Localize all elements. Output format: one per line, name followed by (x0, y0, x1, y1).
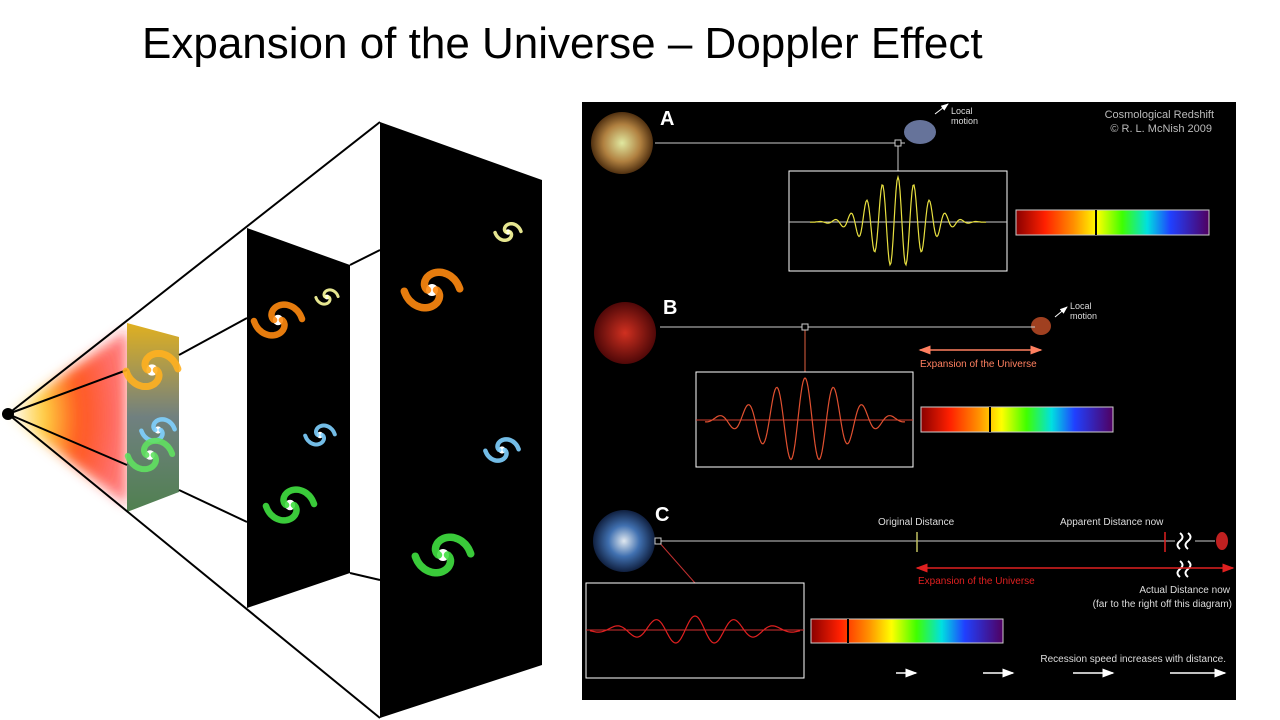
footer-note: Recession speed increases with distance. (1040, 654, 1226, 665)
apparent-distance: Apparent Distance now (1060, 517, 1164, 528)
local-motion: Local motion (1070, 301, 1098, 321)
galaxy (314, 288, 340, 306)
galaxy (250, 301, 306, 339)
panel-label: A (660, 108, 675, 130)
original-distance: Original Distance (878, 517, 955, 528)
wave (704, 377, 906, 461)
redshift-diagram (585, 103, 1235, 679)
galaxy (122, 349, 182, 391)
cone-diagram (2, 121, 542, 719)
local-motion: Local motion (951, 106, 979, 126)
galaxy (124, 437, 176, 473)
credit: © R. L. McNish 2009 (1110, 123, 1212, 135)
galaxy (411, 533, 475, 577)
galaxy (303, 423, 337, 447)
expansion-label: Expansion of the Universe (920, 359, 1037, 370)
credit-title: Cosmological Redshift (1104, 109, 1214, 121)
expansion-label: Expansion of the Universe (918, 576, 1035, 587)
panel-label: B (663, 297, 678, 319)
actual-distance: Actual Distance now (1139, 585, 1230, 596)
galaxy (493, 221, 523, 243)
galaxy (262, 486, 318, 524)
redshift-panel (582, 102, 1236, 700)
slide-title: Expansion of the Universe – Doppler Effe… (142, 19, 983, 68)
wave (589, 615, 801, 644)
galaxy (483, 437, 521, 463)
galaxy (400, 268, 464, 312)
actual-distance-note: (far to the right off this diagram) (1092, 599, 1232, 610)
panel-label: C (655, 504, 670, 526)
wave (809, 174, 987, 267)
